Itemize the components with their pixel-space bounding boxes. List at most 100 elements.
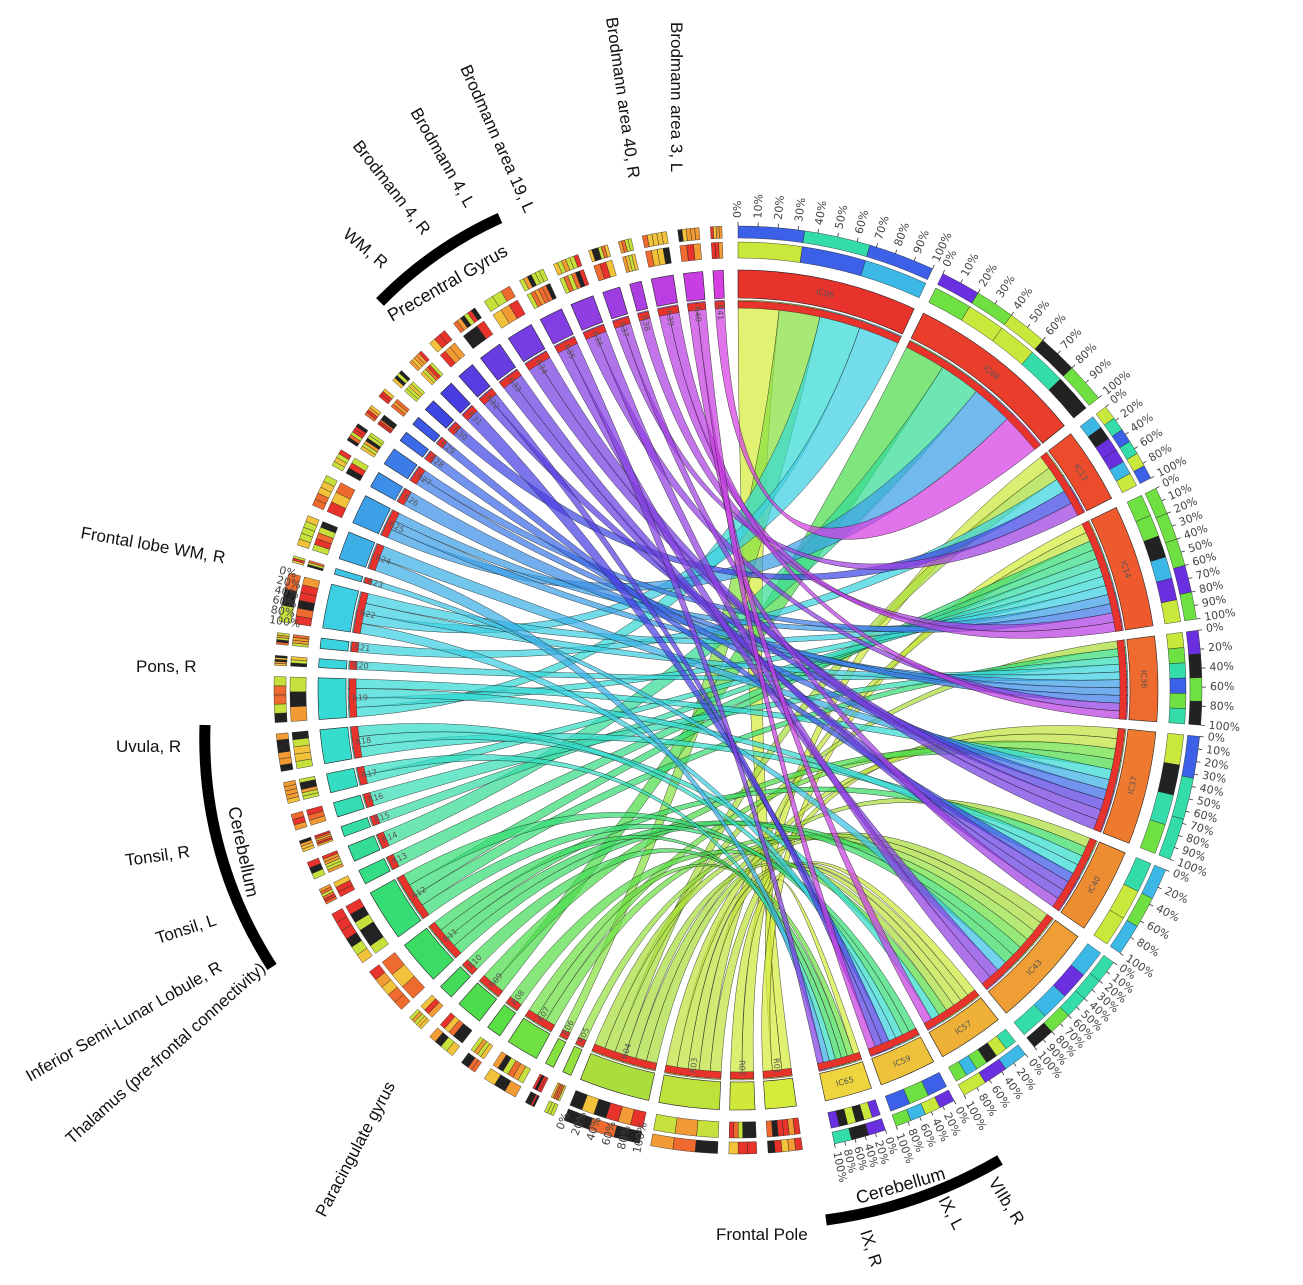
segment-inner-strip <box>397 488 412 506</box>
segment-arc-ic36 <box>1126 635 1159 723</box>
segment-arc-r08 <box>487 1004 517 1037</box>
component-composition-bar <box>1156 577 1178 604</box>
region-composition-bar <box>345 898 365 915</box>
percent-tick <box>1188 798 1194 801</box>
segment-label-r22: R22 <box>359 608 376 620</box>
percent-tick <box>1115 417 1120 421</box>
region-composition-bar <box>369 964 386 980</box>
segment-inner-strip <box>479 975 504 997</box>
connection-ribbon <box>461 848 851 1066</box>
label-brodmann-40-r: Brodmann area 40, R <box>602 16 643 180</box>
region-composition-bar <box>409 1008 421 1021</box>
connection-ribbon <box>637 310 1123 632</box>
region-composition-bar <box>439 1012 456 1029</box>
segment-arc-r40 <box>683 271 706 302</box>
segment-inner-strip <box>368 543 385 571</box>
segment-inner-strip <box>714 301 725 309</box>
percent-tick <box>1068 1015 1072 1019</box>
component-composition-bar <box>1189 677 1203 702</box>
region-composition-bar <box>650 1133 675 1150</box>
label-ix-r: IX, R <box>856 1227 886 1269</box>
percent-tick <box>1011 311 1015 316</box>
percent-tick <box>1142 460 1147 464</box>
segment-label-r18: R18 <box>355 736 372 747</box>
percent-tick <box>1196 618 1201 620</box>
connection-ribbon <box>362 576 1012 977</box>
percent-tick <box>1165 869 1170 872</box>
region-composition-bar <box>273 685 287 696</box>
segment-label-r19: R19 <box>352 693 368 702</box>
segment-arc-r25 <box>352 495 391 535</box>
component-composition-bar <box>827 1110 840 1129</box>
percent-tick <box>1178 835 1183 838</box>
segment-inner-strip <box>657 305 680 317</box>
component-composition-bar <box>1157 762 1180 796</box>
region-composition-bar <box>742 1121 748 1139</box>
region-composition-bar <box>382 414 398 427</box>
region-composition-bar <box>746 1121 752 1139</box>
region-composition-bar <box>579 269 590 287</box>
region-composition-bar <box>470 307 482 321</box>
region-composition-bar <box>320 521 338 534</box>
region-composition-bar <box>302 576 321 589</box>
percent-tick <box>1174 847 1179 850</box>
segment-arc-r27 <box>383 448 418 480</box>
segment-label-r05: R05 <box>577 1026 592 1044</box>
segment-inner-strip <box>524 351 551 371</box>
segment-inner-strip <box>687 302 707 312</box>
component-composition-bar <box>1173 565 1192 595</box>
segment-label-ic36: IC36 <box>1139 670 1148 688</box>
segment-inner-strip <box>1052 837 1097 911</box>
percent-tick <box>1191 590 1196 593</box>
connection-ribbon <box>524 863 857 1064</box>
region-composition-bar <box>439 330 453 345</box>
segment-inner-strip <box>448 421 462 436</box>
region-composition-bar <box>525 1091 533 1104</box>
segment-arc-ic06 <box>737 269 915 335</box>
bracket-cerebellum-left <box>199 724 277 970</box>
segment-inner-strip <box>867 1027 920 1056</box>
percent-label: 40% <box>862 1142 881 1169</box>
region-composition-bar <box>476 320 494 340</box>
segment-arc-ic43 <box>987 919 1079 1014</box>
percent-tick <box>930 1111 934 1116</box>
percent-tick <box>854 1138 857 1143</box>
region-composition-bar <box>538 268 549 282</box>
label-tonsil-l: Tonsil, L <box>153 910 218 947</box>
connection-ribbon <box>592 323 996 991</box>
percent-label: 60% <box>271 593 297 610</box>
segment-arc-r12 <box>369 878 422 938</box>
segment-inner-strip <box>428 921 462 959</box>
region-composition-bar <box>569 1090 588 1111</box>
percent-label: 40% <box>273 583 300 601</box>
region-composition-bar <box>773 1139 783 1153</box>
region-composition-bar <box>603 244 612 258</box>
region-composition-bar <box>563 1108 593 1130</box>
percent-label: 40% <box>812 200 829 226</box>
segment-inner-strip <box>981 913 1054 990</box>
component-composition-bar <box>866 244 933 280</box>
segment-arc-r34 <box>507 324 546 363</box>
connection-ribbon <box>730 861 981 1081</box>
segment-inner-strip <box>1040 452 1085 516</box>
region-composition-bar <box>728 1141 739 1155</box>
percent-tick <box>1130 936 1135 940</box>
percent-label: 60% <box>1043 311 1069 338</box>
segment-inner-strip <box>505 996 522 1011</box>
segment-inner-strip <box>348 678 358 718</box>
segment-arc-r28 <box>399 431 429 458</box>
percent-label: 30% <box>1201 769 1227 786</box>
percent-tick <box>1166 511 1171 514</box>
segment-inner-strip <box>350 725 363 759</box>
segment-inner-strip <box>1093 728 1126 833</box>
percent-tick <box>1134 446 1138 449</box>
percent-tick <box>953 1100 957 1105</box>
connection-ribbon <box>367 555 832 1071</box>
percent-tick <box>1098 395 1102 399</box>
percent-label: 20% <box>1163 884 1191 906</box>
component-composition-bar <box>1168 662 1187 679</box>
percent-label: 100% <box>630 1121 649 1154</box>
percent-tick <box>1099 980 1103 984</box>
percent-label: 0% <box>278 564 298 581</box>
percent-label: 30% <box>994 273 1018 301</box>
